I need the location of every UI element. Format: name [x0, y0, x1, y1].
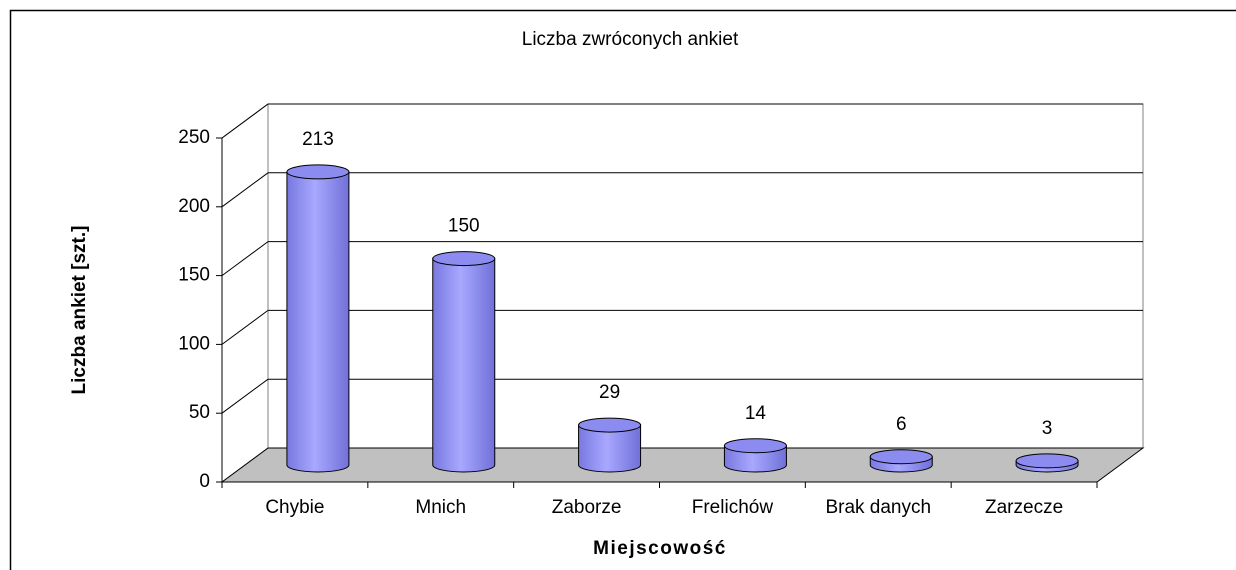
grid-line	[221, 241, 269, 277]
grid-line	[221, 309, 269, 345]
y-tick-label: 100	[178, 333, 210, 354]
back-wall	[267, 103, 1144, 449]
value-label: 6	[896, 414, 907, 435]
bar	[578, 424, 642, 473]
value-label: 29	[599, 382, 620, 403]
y-axis-label: Liczba ankiet [szt.]	[69, 226, 90, 395]
bar-top	[869, 449, 933, 465]
x-axis-label: Miejscowość	[593, 538, 727, 559]
y-tick-label: 0	[199, 471, 210, 492]
bar-top	[578, 417, 642, 433]
value-label: 14	[745, 403, 767, 424]
x-tick-label: Frelichów	[692, 497, 774, 518]
x-tick-label: Brak danych	[825, 497, 931, 518]
y-tick-label: 150	[178, 265, 210, 286]
y-tick-label: 200	[178, 196, 210, 217]
grid-line	[221, 172, 269, 208]
y-tick-label: 50	[189, 402, 210, 423]
bar-top	[432, 251, 496, 267]
bar-top	[1015, 453, 1079, 469]
x-tick-label: Chybie	[265, 497, 324, 518]
bar-top	[286, 164, 350, 180]
x-tick-label: Mnich	[415, 497, 466, 518]
chart-title: Liczba zwróconych ankiet	[522, 29, 739, 50]
bar	[432, 258, 496, 473]
value-label: 150	[448, 216, 480, 237]
left-wall	[221, 103, 269, 483]
floor	[220, 447, 1145, 483]
grid-line	[221, 378, 269, 414]
bar	[286, 171, 350, 473]
x-tick-label: Zarzecze	[985, 497, 1063, 518]
x-tick-label: Zaborze	[552, 497, 622, 518]
bar-top	[723, 438, 787, 454]
y-tick-label: 250	[178, 127, 210, 148]
grid-line	[221, 103, 269, 139]
value-label: 3	[1042, 418, 1053, 439]
value-label: 213	[302, 129, 334, 150]
